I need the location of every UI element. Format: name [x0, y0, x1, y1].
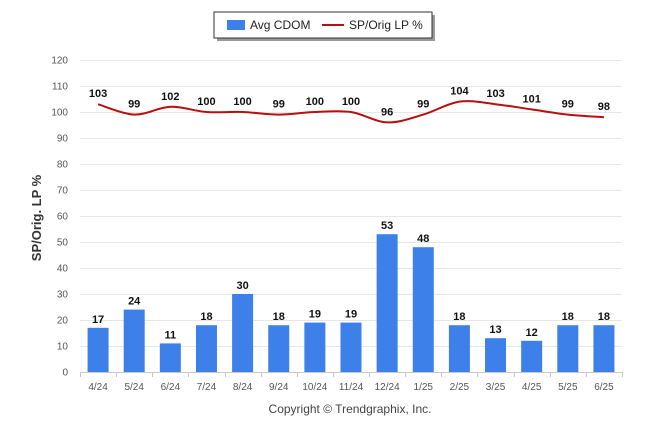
bar-value-label: 11	[165, 329, 177, 341]
bar-value-label: 18	[453, 311, 465, 323]
bar	[159, 343, 181, 372]
bar-value-label: 13	[489, 324, 501, 336]
bar	[232, 294, 254, 372]
x-tick-label: 9/24	[269, 382, 289, 393]
x-tick-label: 2/25	[450, 382, 470, 393]
bar	[195, 325, 217, 372]
copyright-text: Copyright © Trendgraphix, Inc.	[269, 402, 432, 416]
line-value-label: 104	[450, 86, 469, 98]
x-tick-label: 4/24	[88, 382, 108, 393]
line-value-label: 98	[598, 101, 610, 113]
bar-value-label: 12	[526, 327, 538, 339]
bar-value-label: 18	[200, 311, 212, 323]
y-tick-label: 0	[62, 368, 68, 379]
y-tick-label: 30	[57, 290, 69, 301]
bar-value-label: 19	[309, 309, 321, 321]
bar-series	[87, 234, 615, 372]
bar	[448, 325, 470, 372]
y-tick-label: 110	[52, 82, 68, 93]
line-value-label: 100	[342, 96, 360, 108]
line-path	[97, 100, 605, 124]
x-tick-label: 3/25	[486, 382, 506, 393]
y-tick-label: 80	[57, 160, 69, 171]
line-value-label: 99	[273, 99, 285, 111]
bar	[557, 325, 579, 372]
line-value-label: 100	[197, 96, 215, 108]
line-value-label: 100	[233, 96, 251, 108]
x-tick-label: 10/24	[302, 382, 327, 393]
x-tick-label: 7/24	[197, 382, 217, 393]
legend-swatch-bar	[227, 20, 245, 30]
bar	[521, 340, 543, 372]
y-tick-label: 60	[57, 212, 69, 223]
line-series	[97, 100, 605, 124]
line-value-label: 99	[417, 99, 429, 111]
x-tick-label: 4/25	[522, 382, 542, 393]
x-tick-label: 6/24	[161, 382, 181, 393]
y-tick-label: 50	[57, 238, 69, 249]
y-axis-label: SP/Orig. LP %	[29, 174, 44, 261]
bar-value-label: 30	[236, 280, 248, 292]
x-axis: 4/24 5/24 6/24 7/24 8/24 9/24 10/24 11/24 12/24 1…	[80, 372, 623, 393]
bar	[376, 234, 398, 372]
bar	[87, 327, 109, 372]
x-tick-label: 1/25	[414, 382, 434, 393]
x-tick-label: 11/24	[339, 382, 364, 393]
bar-value-label: 24	[128, 296, 141, 308]
x-tick-label: 6/25	[594, 382, 614, 393]
line-value-label: 99	[562, 99, 574, 111]
data-labels: 17 24 11 18 30 18 19 19 53 48 18 13 12 18 18 103 99 102 10…	[89, 86, 610, 342]
line-value-label: 100	[306, 96, 324, 108]
bar	[412, 247, 434, 372]
x-tick-label: 5/24	[124, 382, 144, 393]
line-value-label: 101	[522, 93, 540, 105]
bar	[340, 322, 362, 372]
y-tick-label: 120	[51, 56, 68, 67]
bar-value-label: 18	[598, 311, 610, 323]
y-tick-label: 10	[57, 342, 69, 353]
legend: Avg CDOM SP/Orig LP %	[213, 11, 435, 41]
x-tick-label: 5/25	[558, 382, 578, 393]
bar-value-label: 19	[345, 309, 357, 321]
line-value-label: 99	[128, 99, 140, 111]
y-tick-label: 90	[57, 134, 69, 145]
y-tick-label: 20	[57, 316, 69, 327]
y-tick-label: 70	[57, 186, 69, 197]
legend-label-bar: Avg CDOM	[250, 18, 310, 32]
bar	[593, 325, 615, 372]
x-tick-label: 12/24	[375, 382, 400, 393]
line-value-label: 102	[161, 91, 179, 103]
x-tick-label: 8/24	[233, 382, 253, 393]
bar-value-label: 18	[273, 311, 285, 323]
y-tick-label: 40	[57, 264, 69, 275]
bar	[268, 325, 290, 372]
bar-value-label: 53	[381, 220, 393, 232]
bar	[485, 338, 507, 372]
y-tick-label: 100	[51, 108, 68, 119]
line-value-label: 96	[381, 106, 393, 118]
line-value-label: 103	[89, 88, 107, 100]
bar	[304, 322, 326, 372]
bar-value-label: 17	[92, 314, 104, 326]
bar-value-label: 48	[417, 233, 429, 245]
line-value-label: 103	[486, 88, 504, 100]
legend-label-line: SP/Orig LP %	[349, 18, 423, 32]
bar	[123, 309, 145, 372]
bar-value-label: 18	[562, 311, 574, 323]
